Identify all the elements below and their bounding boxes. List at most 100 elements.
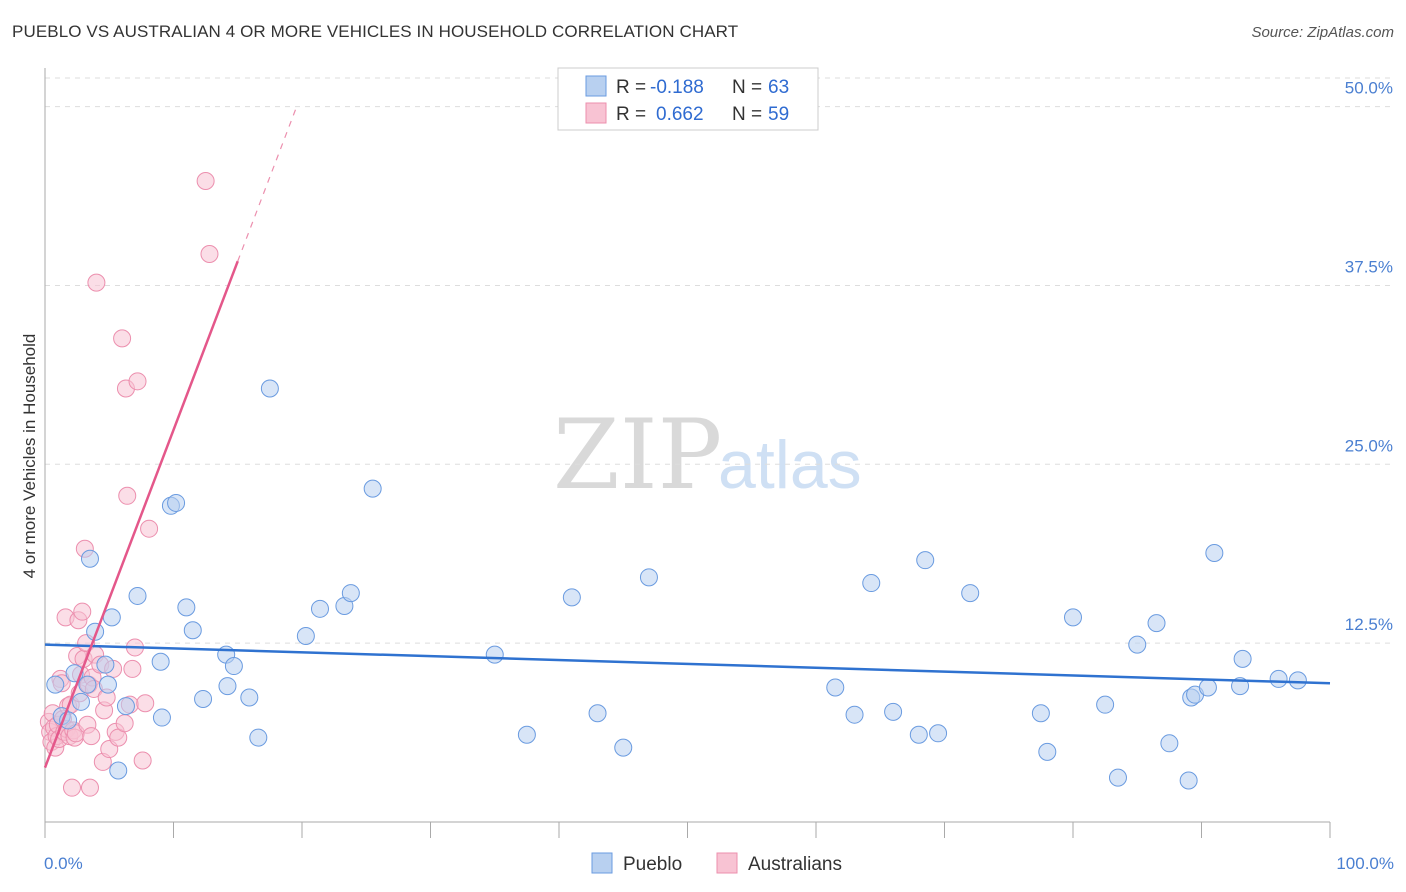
pueblo-point — [517, 725, 536, 744]
australians-point — [80, 778, 99, 797]
australians-trend-line — [43, 260, 239, 769]
pueblo-point — [96, 655, 115, 674]
bottom-legend: Pueblo Australians — [591, 852, 842, 875]
pueblo-point — [929, 724, 948, 743]
legend-pueblo-n-label: N = — [732, 77, 762, 98]
australians-point — [133, 751, 152, 770]
pueblo-point — [862, 574, 881, 593]
pueblo-point — [562, 588, 581, 607]
bottom-legend-pueblo: Pueblo — [623, 854, 682, 875]
pueblo-point — [98, 675, 117, 694]
legend-swatch-pueblo — [585, 75, 607, 97]
pueblo-point — [614, 738, 633, 757]
australians-point — [113, 329, 132, 348]
pueblo-point — [909, 725, 928, 744]
pueblo-points — [46, 379, 1307, 790]
pueblo-point — [128, 586, 147, 605]
pueblo-point — [310, 599, 329, 618]
pueblo-point — [102, 608, 121, 627]
pueblo-point — [845, 705, 864, 724]
pueblo-point — [80, 549, 99, 568]
pueblo-point — [1288, 671, 1307, 690]
y-tick-label: 25.0% — [1345, 436, 1393, 455]
pueblo-point — [296, 627, 315, 645]
pueblo-point — [1160, 734, 1179, 753]
pueblo-point — [260, 379, 279, 398]
bottom-legend-swatch-australians — [716, 852, 738, 874]
legend-swatch-australians — [585, 102, 607, 124]
pueblo-point — [194, 689, 213, 708]
chart-title: PUEBLO VS AUSTRALIAN 4 OR MORE VEHICLES … — [12, 22, 739, 41]
australians-point — [128, 372, 147, 391]
australians-trend-extension — [237, 109, 297, 262]
trend-lines — [43, 109, 1331, 769]
pueblo-point — [240, 688, 259, 707]
australians-point — [140, 519, 159, 538]
pueblo-point — [224, 657, 243, 676]
legend-australians-n-label: N = — [732, 104, 762, 125]
pueblo-point — [78, 675, 97, 694]
pueblo-point — [109, 761, 128, 780]
pueblo-point — [1233, 649, 1252, 668]
pueblo-point — [916, 551, 935, 570]
pueblo-point — [1096, 695, 1115, 714]
bottom-legend-swatch-pueblo — [591, 852, 613, 874]
pueblo-point — [116, 697, 135, 716]
pueblo-point — [1147, 614, 1166, 633]
pueblo-point — [826, 678, 845, 697]
legend-australians-r-label: R = — [616, 104, 646, 125]
pueblo-point — [1198, 678, 1217, 697]
australians-point — [115, 714, 134, 733]
pueblo-point — [46, 675, 65, 694]
axes — [44, 68, 1331, 838]
watermark-zip: ZIP — [553, 399, 722, 511]
pueblo-point — [1205, 544, 1224, 563]
y-tick-label: 37.5% — [1345, 257, 1393, 276]
x-tick-label-min: 0.0% — [44, 854, 83, 873]
pueblo-point — [177, 598, 196, 617]
pueblo-point — [363, 479, 382, 498]
australians-point — [73, 602, 92, 621]
australians-point — [87, 273, 106, 292]
pueblo-point — [588, 704, 607, 723]
pueblo-point — [1038, 742, 1057, 761]
legend-australians-r-value: 0.662 — [656, 104, 704, 125]
legend-australians-n-value: 59 — [768, 104, 789, 125]
pueblo-point — [71, 692, 90, 711]
pueblo-point — [1031, 704, 1050, 723]
pueblo-point — [485, 645, 504, 664]
legend-pueblo-r-value: -0.188 — [650, 77, 704, 98]
y-tick-label: 12.5% — [1345, 615, 1393, 634]
pueblo-point — [1269, 669, 1288, 688]
pueblo-point — [341, 584, 360, 603]
australians-point — [123, 659, 142, 678]
pueblo-point — [1108, 768, 1127, 787]
australians-point — [196, 172, 215, 191]
y-tick-labels: 12.5% 25.0% 37.5% 50.0% — [1345, 79, 1393, 635]
y-axis-title: 4 or more Vehicles in Household — [20, 334, 39, 579]
pueblo-trend-line — [44, 643, 1331, 685]
pueblo-point — [1179, 771, 1198, 790]
legend-box: R = -0.188 N = 63 R = 0.662 N = 59 — [557, 67, 819, 131]
australians-point — [118, 486, 137, 505]
pueblo-point — [183, 621, 202, 640]
y-tick-label: 50.0% — [1345, 79, 1393, 98]
pueblo-point — [1128, 635, 1147, 654]
pueblo-point — [884, 702, 903, 721]
pueblo-point — [249, 728, 268, 747]
x-tick-label-max: 100.0% — [1336, 854, 1394, 873]
legend-pueblo-n-value: 63 — [768, 77, 789, 98]
pueblo-point — [218, 677, 237, 696]
australians-point — [200, 244, 219, 263]
bottom-legend-australians: Australians — [748, 854, 842, 875]
gridlines — [45, 77, 1394, 644]
australians-point — [62, 778, 81, 797]
pueblo-point — [151, 652, 170, 671]
legend-pueblo-r-label: R = — [616, 77, 646, 98]
australians-point — [82, 727, 101, 746]
pueblo-point — [167, 493, 186, 512]
pueblo-point — [152, 708, 171, 727]
source-label: Source: ZipAtlas.com — [1251, 24, 1394, 41]
watermark-atlas: atlas — [718, 427, 862, 503]
